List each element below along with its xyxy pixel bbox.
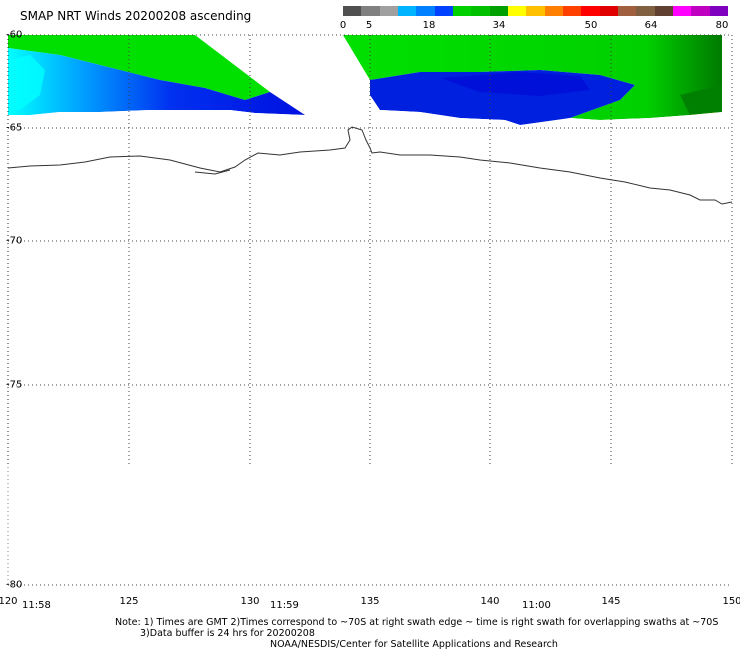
colorbar-segment bbox=[434, 6, 453, 16]
latitude-label: -60 bbox=[6, 29, 23, 41]
colorbar-segment bbox=[489, 6, 508, 16]
time-label-2: 11:59 bbox=[270, 600, 299, 611]
colorbar-segment bbox=[654, 6, 673, 16]
colorbar-tick-label: 0 bbox=[339, 20, 347, 31]
left-swath bbox=[8, 35, 305, 115]
time-label-3: 11:00 bbox=[522, 600, 551, 611]
right-swath-dark-blue bbox=[440, 72, 590, 96]
colorbar-tick-label: 50 bbox=[584, 20, 598, 31]
longitude-label: 145 bbox=[601, 596, 621, 607]
latitude-label: -75 bbox=[6, 379, 23, 391]
colorbar-segment bbox=[691, 6, 710, 16]
right-swath-green bbox=[343, 35, 722, 120]
latitude-label: -65 bbox=[6, 122, 23, 134]
latitude-label: -80 bbox=[6, 579, 23, 591]
longitude-label: 150 bbox=[722, 596, 740, 607]
colorbar-tick-label: 64 bbox=[644, 20, 658, 31]
colorbar-segment bbox=[581, 6, 600, 16]
colorbar-segment bbox=[397, 6, 417, 16]
note-line-1: Note: 1) Times are GMT 2)Times correspon… bbox=[115, 617, 719, 628]
wind-speed-colorbar bbox=[343, 6, 728, 16]
colorbar-segment bbox=[343, 6, 362, 16]
colorbar-segment bbox=[672, 6, 692, 16]
colorbar-tick-label: 34 bbox=[492, 20, 506, 31]
colorbar-segment bbox=[526, 6, 545, 16]
note-line-3: NOAA/NESDIS/Center for Satellite Applica… bbox=[270, 639, 558, 650]
colorbar-tick-label: 18 bbox=[422, 20, 436, 31]
latitude-label: -70 bbox=[6, 235, 23, 247]
colorbar-segment bbox=[599, 6, 618, 16]
colorbar-segment bbox=[379, 6, 398, 16]
colorbar-segment bbox=[544, 6, 563, 16]
colorbar-tick-label: 80 bbox=[715, 20, 729, 31]
longitude-label: 120 bbox=[0, 596, 18, 607]
longitude-label: 135 bbox=[360, 596, 380, 607]
right-swath-dark-green bbox=[680, 85, 722, 115]
longitude-label: 130 bbox=[240, 596, 260, 607]
colorbar-segment bbox=[636, 6, 655, 16]
left-swath-blue bbox=[8, 48, 305, 115]
colorbar-segment bbox=[471, 6, 490, 16]
colorbar-segment bbox=[709, 6, 728, 16]
colorbar-segment bbox=[507, 6, 527, 16]
graticule bbox=[7, 34, 733, 586]
colorbar-segment bbox=[562, 6, 582, 16]
map-title: SMAP NRT Winds 20200208 ascending bbox=[20, 9, 252, 23]
colorbar-tick-label: 5 bbox=[365, 20, 373, 31]
ice-edge-mask bbox=[8, 110, 722, 128]
colorbar-segment bbox=[452, 6, 472, 16]
right-swath bbox=[343, 35, 722, 125]
longitude-label: 125 bbox=[119, 596, 139, 607]
left-swath-green bbox=[8, 35, 270, 100]
coastline-detail bbox=[194, 169, 231, 175]
colorbar-segment bbox=[416, 6, 435, 16]
longitude-label: 140 bbox=[480, 596, 500, 607]
coastline bbox=[7, 126, 733, 205]
left-swath-cyan bbox=[8, 55, 45, 110]
time-label-1: 11:58 bbox=[22, 600, 51, 611]
note-line-2: 3)Data buffer is 24 hrs for 20200208 bbox=[140, 628, 315, 639]
colorbar-segment bbox=[617, 6, 637, 16]
colorbar-segment bbox=[361, 6, 380, 16]
